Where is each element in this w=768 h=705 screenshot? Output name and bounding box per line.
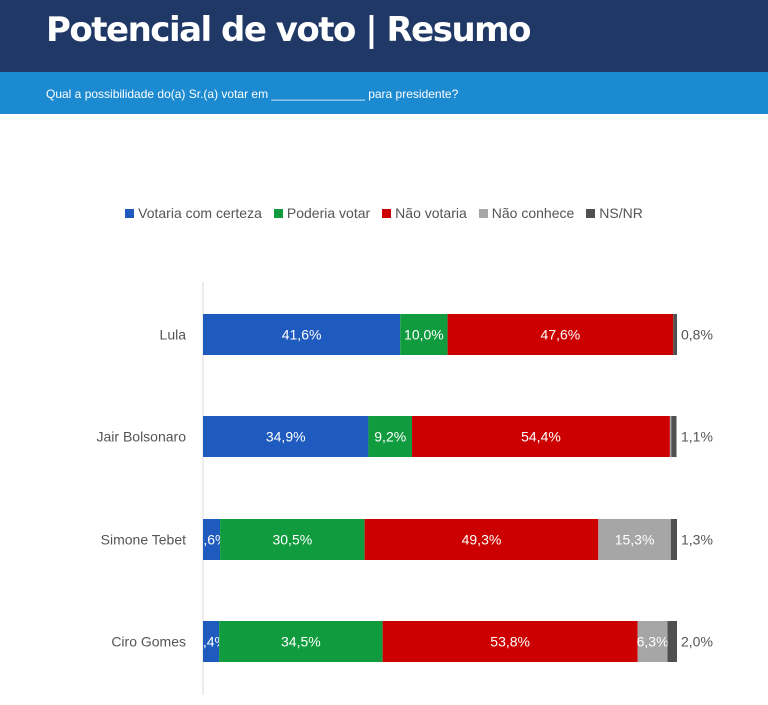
legend-label: Não votaria [395,205,467,221]
bar-jair-bolsonaro-ns-nr [671,416,677,457]
bar-ciro-gomes-votaria-com-certeza [203,621,220,662]
bar-ciro-gomes-nao-votaria [382,621,638,662]
bar-simone-tebet-votaria-com-certeza [203,519,221,560]
legend-label: Votaria com certeza [138,205,262,221]
bar-ciro-gomes-ns-nr [667,621,677,662]
legend-item-ns-nr: NS/NR [586,205,643,221]
legend-swatch [478,208,488,218]
bar-ciro-gomes-poderia-votar [219,621,383,662]
bar-lula-poderia-votar [400,314,448,355]
category-label-jair-bolsonaro: Jair Bolsonaro [97,429,187,445]
data-label-ciro-gomes-poderia-votar: 34,5% [281,634,321,650]
category-label-lula: Lula [160,327,187,343]
bar-jair-bolsonaro-nao-votaria [412,416,670,457]
legend-item-nao-votaria: Não votaria [382,205,467,221]
legend-item-votaria-com-certeza: Votaria com certeza [125,205,262,221]
bar-lula-ns-nr [673,314,677,355]
data-label-jair-bolsonaro-poderia-votar: 9,2% [374,429,406,445]
legend-item-nao-conhece: Não conhece [478,205,575,221]
bar-simone-tebet-ns-nr [670,519,677,560]
data-label-ciro-gomes-votaria-com-certeza: 3,4% [195,634,227,650]
data-label-ciro-gomes-ns-nr: 2,0% [681,634,713,650]
bar-jair-bolsonaro-poderia-votar [368,416,413,457]
data-label-lula-poderia-votar: 10,0% [404,327,444,343]
legend-swatch [586,208,596,218]
data-label-lula-ns-nr: 0,8% [681,327,713,343]
category-label-simone-tebet: Simone Tebet [101,532,186,548]
chart-legend: Votaria com certeza Poderia votar Não vota… [0,202,768,224]
data-label-simone-tebet-nao-votaria: 49,3% [462,532,502,548]
data-label-jair-bolsonaro-ns-nr: 1,1% [681,429,713,445]
data-label-lula-nao-votaria: 47,6% [541,327,581,343]
bar-jair-bolsonaro-votaria-com-certeza [203,416,369,457]
data-label-ciro-gomes-nao-conhece: 6,3% [637,634,669,650]
data-label-jair-bolsonaro-nao-votaria: 54,4% [521,429,561,445]
page-title: Potencial de voto | Resumo [46,10,531,50]
data-label-simone-tebet-poderia-votar: 30,5% [272,532,312,548]
bar-simone-tebet-nao-conhece [598,519,671,560]
legend-item-poderia-votar: Poderia votar [273,205,371,221]
title-bar: Potencial de voto | Resumo [0,0,768,72]
data-label-ciro-gomes-nao-votaria: 53,8% [490,634,530,650]
data-label-lula-votaria-com-certeza: 41,6% [282,327,322,343]
bar-simone-tebet-poderia-votar [220,519,365,560]
subtitle-bar: Qual a possibilidade do(a) Sr.(a) votar … [0,72,768,114]
bar-ciro-gomes-nao-conhece [637,621,668,662]
legend-label: Não conhece [491,205,575,221]
bar-jair-bolsonaro-nao-conhece [669,416,672,457]
data-label-jair-bolsonaro-votaria-com-certeza: 34,9% [266,429,306,445]
bar-lula-votaria-com-certeza [203,314,401,355]
category-label-ciro-gomes: Ciro Gomes [111,634,186,650]
legend-swatch [273,208,283,218]
legend-swatch [382,208,392,218]
data-label-simone-tebet-votaria-com-certeza: 3,6% [196,532,228,548]
data-label-simone-tebet-nao-conhece: 15,3% [615,532,655,548]
legend-swatch [125,208,135,218]
legend-label: Poderia votar [286,205,371,221]
bar-lula-nao-votaria [447,314,674,355]
legend-label: NS/NR [599,205,643,221]
data-label-simone-tebet-ns-nr: 1,3% [681,532,713,548]
bar-simone-tebet-nao-votaria [364,519,599,560]
survey-question: Qual a possibilidade do(a) Sr.(a) votar … [46,87,459,101]
